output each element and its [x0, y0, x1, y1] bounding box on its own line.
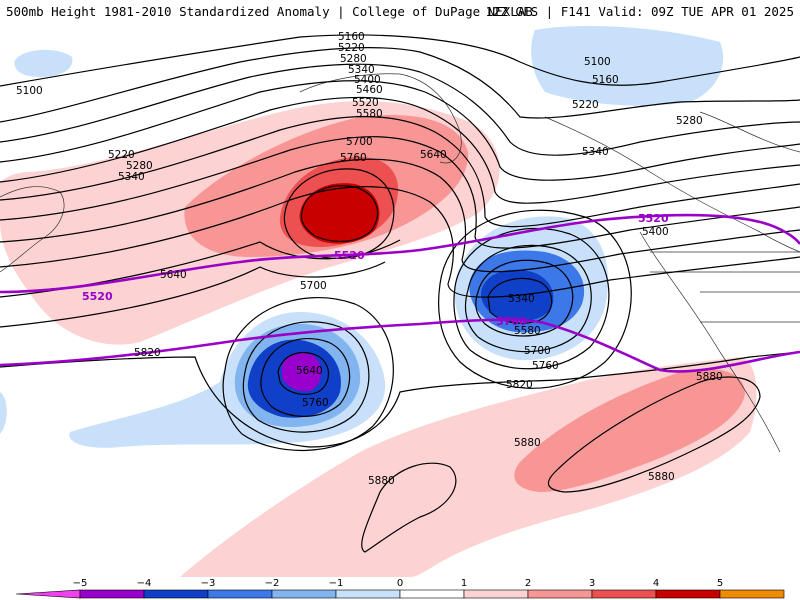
legend-tick-label: −3 [201, 578, 216, 589]
contour-label: 5880 [514, 437, 541, 449]
legend-tick-label: 2 [525, 578, 531, 589]
legend-swatch [527, 589, 593, 599]
highlight-contour [0, 213, 800, 294]
legend-swatches [15, 589, 785, 599]
contour-label: 5160 [338, 31, 365, 43]
contour-label: 5640 [296, 365, 323, 377]
contour-label: 5700 [346, 136, 373, 148]
header: 500mb Height 1981-2010 Standardized Anom… [0, 0, 800, 22]
contour-label: 5640 [420, 149, 447, 161]
contour-labels: 5160 5220 5280 5340 5400 5460 5520 5580 … [16, 31, 723, 487]
contour-label: 5580 [356, 108, 383, 120]
contour-label: 5160 [592, 74, 619, 86]
contour-label: 5220 [572, 99, 599, 111]
highlight-label: 5520 [334, 249, 365, 262]
pos-anomaly-area [514, 368, 745, 492]
neg-anomaly-area [282, 352, 322, 392]
legend-swatch [719, 589, 785, 599]
legend-tick-label: −1 [329, 578, 344, 589]
pos-anomaly-area [299, 183, 380, 244]
contour-label: 5280 [126, 160, 153, 172]
legend-tick-label: 5 [717, 578, 723, 589]
legend-swatch [207, 589, 273, 599]
contour-label: 5280 [340, 53, 367, 65]
contour-label: 5400 [354, 74, 381, 86]
contour-label: 5880 [368, 475, 395, 487]
legend-tick-label: 3 [589, 578, 595, 589]
contour-label: 5400 [642, 226, 669, 238]
contour-label: 5820 [134, 347, 161, 359]
contour-label: 5460 [356, 84, 383, 96]
contour-label: 5100 [584, 56, 611, 68]
contour-label: 5760 [302, 397, 329, 409]
contour-label: 5820 [506, 379, 533, 391]
anomaly-shading [0, 26, 757, 577]
legend-swatch [143, 589, 209, 599]
highlight-contour [0, 318, 800, 373]
coastlines [0, 73, 800, 453]
legend-tick-label: −5 [73, 578, 88, 589]
highlight-label: 5520 [82, 290, 113, 303]
contour-label: 5760 [340, 152, 367, 164]
legend-ticks: −5 −4 −3 −2 −1 0 1 2 3 4 5 [73, 578, 724, 589]
contour-label: 5340 [582, 146, 609, 158]
height-contours [0, 34, 800, 553]
chart-title: 500mb Height 1981-2010 Standardized Anom… [6, 4, 533, 19]
contour-label: 5220 [108, 149, 135, 161]
highlight-label: 5520 [638, 212, 669, 225]
contour-label: 5340 [508, 293, 535, 305]
contour-label: 5700 [524, 345, 551, 357]
legend-swatch [79, 589, 145, 599]
legend-colorbar: −5 −4 −3 −2 −1 0 1 2 3 4 5 [15, 578, 785, 599]
contour-label: 5220 [338, 42, 365, 54]
contour-label: 5700 [300, 280, 327, 292]
contour-label: 5880 [648, 471, 675, 483]
contour-label: 5280 [676, 115, 703, 127]
contour-label: 5100 [16, 85, 43, 97]
contour-label: 5760 [532, 360, 559, 372]
run-info: 12Z GFS | F141 Valid: 09Z TUE APR 01 202… [485, 4, 794, 19]
legend-swatch [591, 589, 657, 599]
legend-swatch [463, 589, 529, 599]
contour-label: 5520 [352, 97, 379, 109]
neg-anomaly-area [531, 26, 724, 106]
legend-tick-label: 4 [653, 578, 659, 589]
contour-label: 5640 [160, 269, 187, 281]
contour-label: 5580 [514, 325, 541, 337]
contour-label: 5340 [348, 64, 375, 76]
contour-label: 5340 [118, 171, 145, 183]
neg-anomaly-area [0, 392, 7, 434]
legend-swatch [655, 589, 721, 599]
highlight-contours [0, 213, 800, 373]
legend-swatch [271, 589, 337, 599]
legend-swatch [15, 589, 81, 599]
legend-tick-label: 0 [397, 578, 403, 589]
legend-tick-label: −4 [137, 578, 152, 589]
legend-swatch [335, 589, 401, 599]
contour-label: 5880 [696, 371, 723, 383]
legend-tick-label: −2 [265, 578, 280, 589]
neg-anomaly-area [14, 49, 73, 77]
legend-swatch [399, 589, 465, 599]
legend-tick-label: 1 [461, 578, 467, 589]
anomaly-map: 5160 5220 5280 5340 5400 5460 5520 5580 … [0, 26, 800, 577]
highlight-labels: 5520 5520 5520 5760 [82, 212, 669, 328]
highlight-label: 5760 [496, 315, 527, 328]
